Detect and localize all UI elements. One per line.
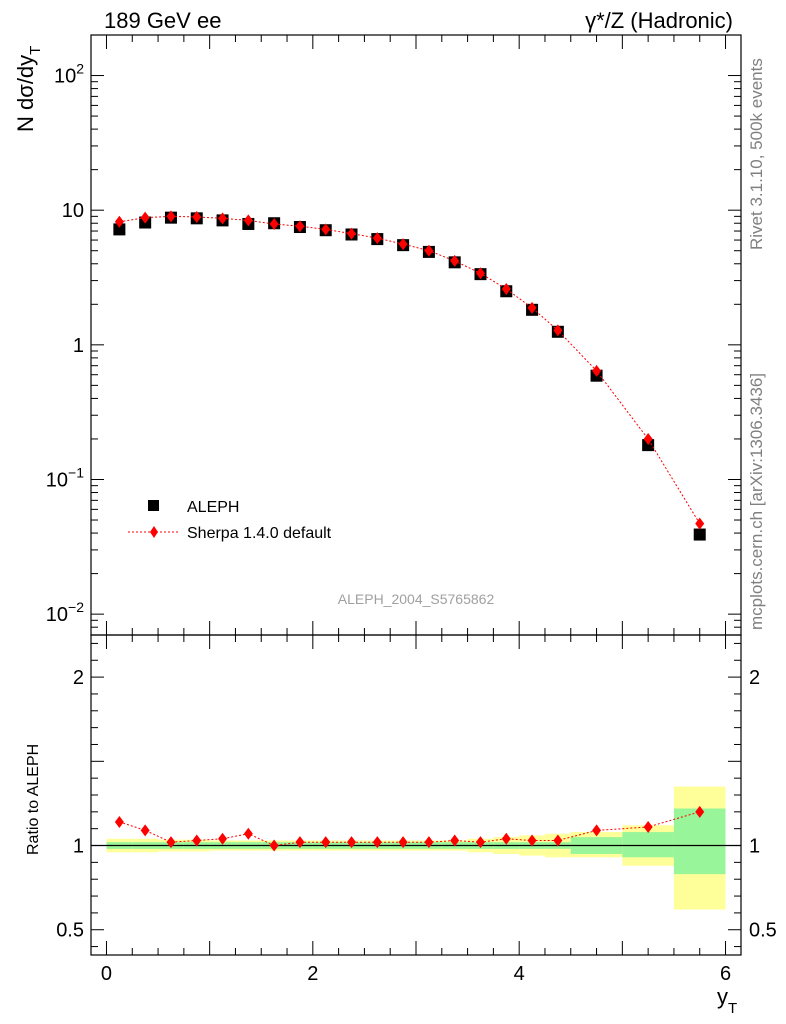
main-y-axis-label: N dσ/dyT	[13, 46, 44, 132]
ratio-point-0	[114, 815, 124, 828]
ytick-exponent: 2	[76, 61, 84, 77]
sherpa-point-2	[166, 210, 176, 223]
ratio-ytick-label-right-0: 0.5	[749, 920, 777, 942]
ratio-point-10	[372, 836, 382, 849]
ytick-base: 10	[54, 66, 76, 88]
main-ytick-label-3: 10−1	[46, 464, 84, 491]
sherpa-point-12	[424, 244, 434, 257]
ratio-plot-marks	[91, 786, 741, 910]
main-y-label-subscript: T	[27, 46, 44, 55]
xtick-label-1: 2	[307, 963, 318, 985]
legend-entry-sherpa: Sherpa 1.4.0 default	[187, 525, 332, 542]
ratio-ytick-label-left-1: 1	[73, 836, 84, 858]
ratio-ytick-label-left-0: 0.5	[56, 920, 84, 942]
ratio-point-8	[321, 836, 331, 849]
ratio-point-4	[218, 832, 228, 845]
analysis-watermark: ALEPH_2004_S5765862	[338, 591, 495, 607]
main-y-label-text: N dσ/dy	[13, 55, 38, 132]
main-ytick-label-2: 1	[73, 335, 84, 357]
ratio-point-19	[643, 821, 653, 833]
mcplots-label: mcplots.cern.ch [arXiv:1306.3436]	[747, 373, 766, 630]
ytick-base: 10	[46, 604, 68, 626]
main-plot-marks	[113, 210, 706, 541]
sherpa-point-13	[450, 254, 460, 267]
main-frame	[90, 34, 742, 636]
aleph-point-20	[693, 528, 706, 541]
x-label-text: y	[717, 984, 728, 1009]
ratio-point-17	[553, 834, 563, 847]
ytick-exponent: −1	[68, 464, 84, 480]
sherpa-point-17	[553, 324, 563, 337]
ratio-point-15	[501, 832, 511, 845]
rivet-label: Rivet 3.1.10, 500k events	[747, 58, 766, 250]
sherpa-point-9	[347, 227, 357, 240]
sherpa-point-20	[695, 517, 705, 530]
legend-data-marker	[148, 500, 159, 511]
band-inner-19	[622, 832, 674, 858]
ytick-base: 10	[46, 469, 68, 491]
ratio-ytick-label-left-2: 2	[73, 667, 84, 689]
ratio-point-12	[424, 836, 434, 849]
ratio-point-5	[243, 827, 253, 840]
ratio-point-1	[140, 824, 150, 837]
ratio-point-6	[269, 839, 279, 852]
sherpa-point-5	[243, 214, 253, 227]
ratio-y-axis-label: Ratio to ALEPH	[25, 744, 42, 855]
ratio-point-16	[527, 834, 537, 847]
sherpa-point-10	[372, 232, 382, 245]
sherpa-point-14	[475, 267, 485, 280]
ratio-ytick-label-right-2: 2	[749, 667, 760, 689]
main-ytick-label-0: 102	[54, 61, 84, 88]
ratio-point-3	[192, 834, 202, 847]
ratio-point-2	[166, 836, 176, 849]
ratio-point-7	[295, 836, 305, 849]
band-inner-20	[673, 808, 726, 875]
ratio-point-14	[475, 836, 485, 849]
sherpa-point-1	[140, 211, 150, 224]
legend-mc-marker	[150, 526, 158, 538]
sherpa-point-11	[398, 238, 408, 251]
sherpa-point-15	[501, 282, 511, 295]
sherpa-point-4	[218, 212, 228, 225]
sherpa-point-19	[643, 432, 653, 445]
x-label-subscript: T	[728, 1000, 737, 1017]
header-left-title: 189 GeV ee	[104, 8, 221, 33]
sherpa-line	[119, 215, 701, 524]
aleph-point-0	[113, 223, 126, 236]
sherpa-point-8	[321, 223, 331, 236]
ratio-point-11	[398, 836, 408, 849]
sherpa-point-3	[192, 211, 202, 224]
ratio-point-13	[450, 834, 460, 847]
ratio-ytick-label-right-1: 1	[749, 836, 760, 858]
xtick-label-3: 6	[720, 963, 731, 985]
sherpa-point-6	[269, 217, 279, 230]
sherpa-point-16	[527, 301, 537, 314]
ytick-exponent: −2	[68, 599, 84, 615]
ratio-point-9	[347, 836, 357, 849]
xtick-label-2: 4	[514, 963, 525, 985]
aleph-point-19	[642, 439, 655, 452]
sherpa-point-7	[295, 220, 305, 233]
header-right-title: γ*/Z (Hadronic)	[585, 8, 733, 33]
legend: ALEPH Sherpa 1.4.0 default	[128, 499, 332, 542]
ratio-point-18	[592, 824, 602, 837]
main-ytick-label-1: 10	[62, 200, 84, 222]
x-axis-label: yT	[717, 984, 737, 1017]
xtick-label-0: 0	[101, 963, 112, 985]
legend-entry-aleph: ALEPH	[187, 499, 239, 516]
main-ytick-label-4: 10−2	[46, 599, 84, 626]
sherpa-point-18	[592, 364, 602, 377]
sherpa-point-0	[114, 215, 124, 228]
ratio-frame	[90, 634, 742, 956]
ratio-point-20	[695, 805, 705, 818]
